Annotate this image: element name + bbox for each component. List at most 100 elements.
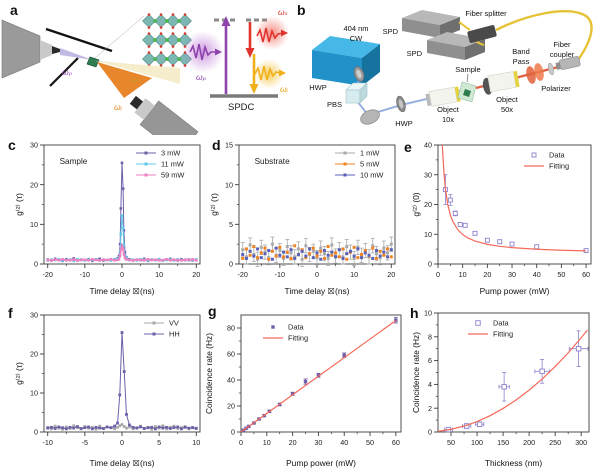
polygon-shape — [402, 10, 460, 25]
data-point — [282, 256, 286, 260]
data-point — [50, 427, 53, 431]
data-point — [259, 256, 263, 260]
chart-h: 50 100 150 200 250 300 0 2 4 6 8 10 Thickness (nm) Co… — [411, 309, 590, 468]
data-point — [378, 254, 382, 258]
data-point — [509, 241, 515, 247]
lattice-atom-green — [165, 38, 169, 42]
data-point — [270, 242, 274, 246]
data-point — [119, 248, 123, 252]
data-point — [172, 426, 176, 430]
x-axis-label: Thickness (nm) — [485, 458, 542, 468]
x-tick-label: 60 — [392, 438, 400, 447]
x-tick-label: -10 — [43, 438, 53, 447]
data-point — [98, 259, 101, 262]
legend-label: Fitting — [288, 334, 308, 343]
data-point — [183, 425, 187, 429]
data-point — [341, 255, 345, 259]
y-tick-label: 0 — [229, 260, 233, 269]
lattice-atom-red — [159, 13, 163, 16]
data-point — [334, 251, 338, 255]
rect-shape — [487, 71, 517, 93]
panel-b-setup: SPD SPD Fiber splitter 404 nm CW HWP — [309, 9, 593, 128]
x-tick-label: 0 — [315, 270, 319, 279]
plot-frame — [437, 312, 590, 433]
data-point — [248, 253, 252, 257]
lattice-atom-red — [159, 64, 163, 67]
x-tick-label: 60 — [582, 270, 590, 279]
data-point — [98, 257, 102, 261]
data-point — [389, 255, 393, 259]
data-point — [389, 248, 393, 252]
data-point — [326, 245, 330, 249]
data-point — [270, 257, 274, 261]
data-point — [154, 258, 157, 261]
data-point — [50, 425, 53, 429]
data-point — [241, 256, 245, 260]
data-point — [195, 259, 198, 262]
spdc-label: SPDC — [228, 102, 255, 113]
data-point — [282, 255, 286, 259]
data-point — [68, 258, 72, 262]
data-point — [259, 245, 263, 249]
legend-sample-marker — [144, 173, 148, 177]
lattice-atom-red — [171, 32, 175, 35]
data-point — [296, 247, 300, 251]
data-point — [263, 252, 267, 256]
x-tick-label: 10 — [263, 438, 271, 447]
data-point — [263, 246, 267, 250]
data-point — [87, 259, 90, 262]
x-tick-label: 40 — [533, 270, 541, 279]
data-point — [113, 259, 116, 262]
panel-label-a: a — [10, 2, 18, 18]
data-point — [248, 249, 252, 253]
data-point — [278, 249, 282, 253]
x-tick-label: 50 — [447, 438, 455, 447]
data-point — [386, 247, 390, 251]
data-point — [46, 426, 50, 430]
data-point — [120, 331, 124, 334]
data-point — [139, 258, 142, 262]
omega-p-label: ωₚ — [196, 72, 207, 82]
data-point — [157, 259, 161, 262]
data-point — [452, 210, 458, 216]
legend-label: 3 mW — [161, 149, 180, 158]
x-axis-label: Pump power (mW) — [286, 458, 356, 468]
chart-e: 0 10 20 30 40 50 60 0 10 20 30 40 Pump power (mW) g⁽²… — [411, 141, 592, 296]
lattice-atom-red — [171, 26, 175, 29]
y-axis-label: Coincidence rate (Hz) — [411, 332, 421, 413]
polarizer-icon — [548, 62, 554, 76]
data-point — [476, 421, 483, 427]
data-point — [168, 427, 172, 430]
data-point — [263, 250, 267, 254]
data-point — [252, 254, 256, 258]
rect-shape — [467, 25, 497, 43]
data-point — [330, 253, 334, 257]
laser-label-1: 404 nm — [343, 24, 368, 33]
y-tick-label: 2 — [428, 404, 432, 413]
omega-s-beam-label: ωₛ — [131, 74, 141, 84]
data-point — [308, 252, 312, 256]
data-point — [289, 256, 293, 260]
data-point — [311, 249, 315, 253]
y-axis-label: g⁽²⁾ (τ) — [14, 362, 24, 385]
bandpass-icon-2 — [534, 63, 544, 81]
data-point — [79, 258, 83, 262]
data-point — [122, 253, 126, 256]
data-point — [142, 427, 146, 430]
x-tick-label: 20 — [192, 270, 200, 279]
polygon-shape — [52, 46, 60, 54]
data-point — [345, 245, 349, 249]
data-point — [180, 427, 183, 431]
data-point — [394, 318, 398, 322]
omega-i-beam-label: ωᵢ — [114, 102, 123, 112]
data-point — [386, 251, 390, 255]
data-point — [322, 249, 326, 253]
x-axis-label: Pump power (mW) — [480, 286, 550, 296]
data-point — [311, 256, 315, 260]
lattice-atom-red — [159, 51, 163, 54]
data-point — [116, 421, 119, 425]
lattice-atom-red — [147, 45, 151, 48]
data-point — [105, 258, 109, 262]
y-tick-label: 0 — [428, 428, 432, 437]
legend-label: Fitting — [549, 162, 569, 171]
